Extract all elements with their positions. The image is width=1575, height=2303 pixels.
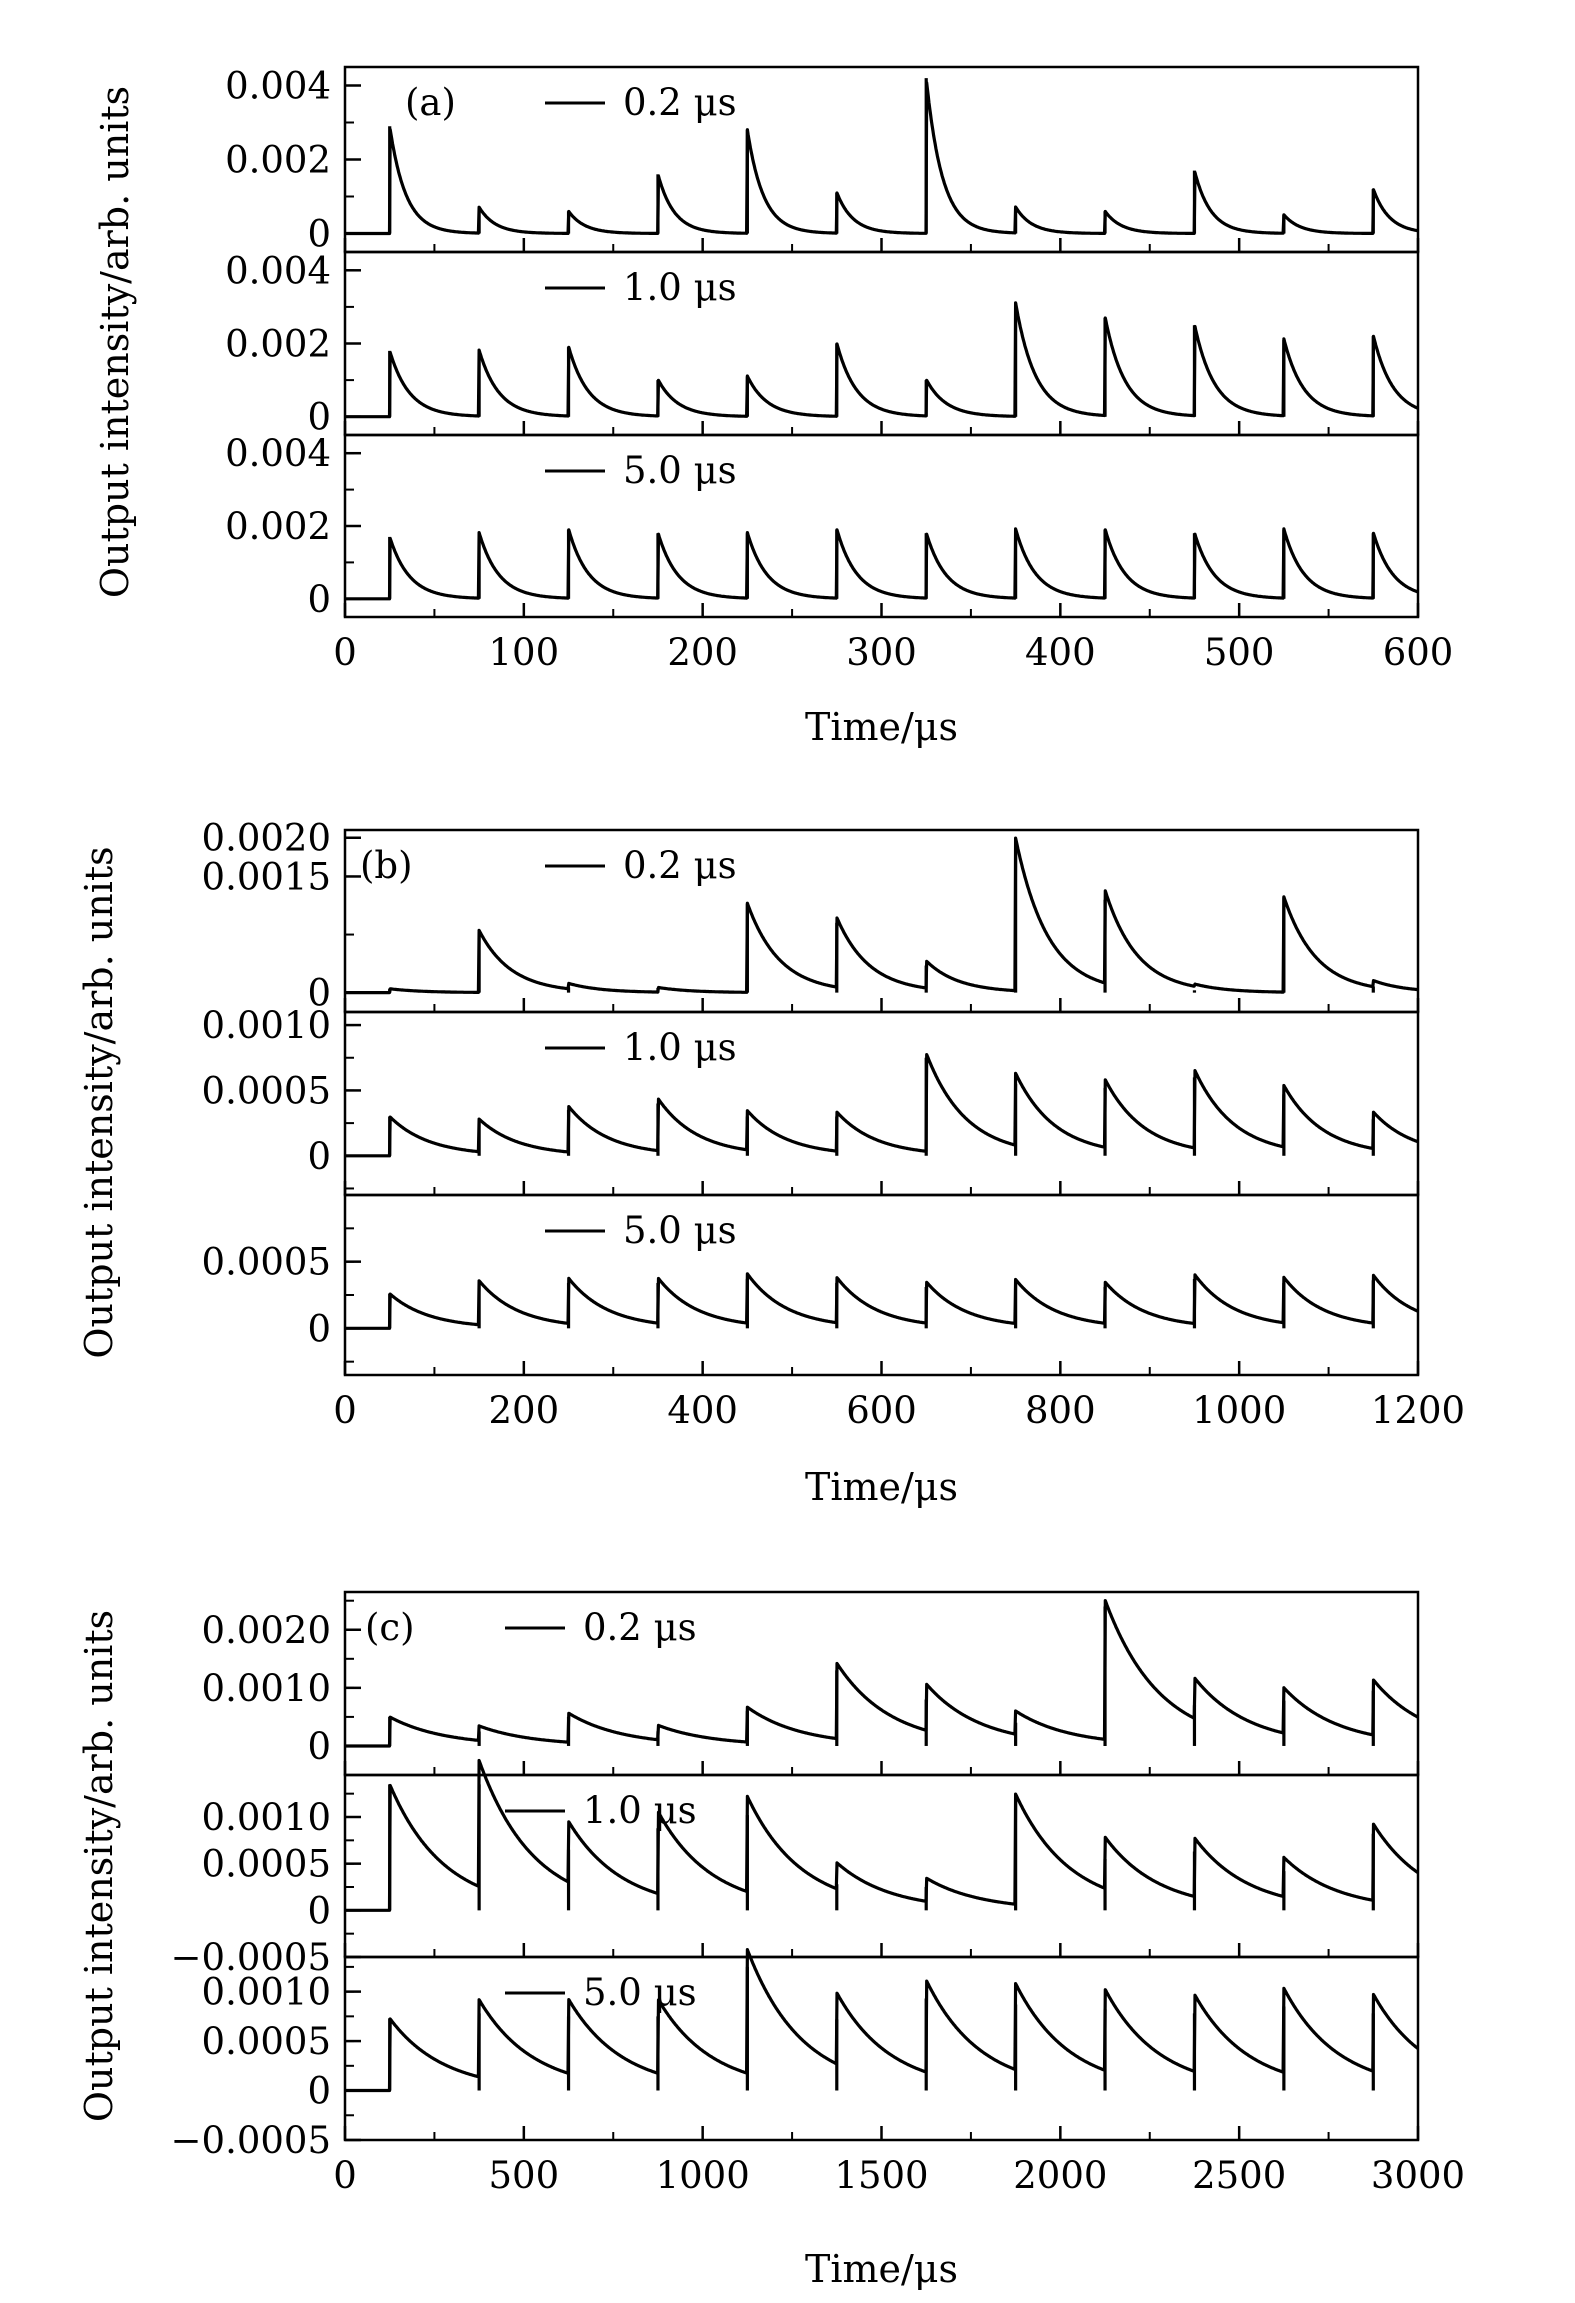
y-tick-label: 0 <box>307 396 331 439</box>
panel-label: (c) <box>365 1606 415 1649</box>
y-tick-label: 0 <box>307 1135 331 1178</box>
legend-label: 1.0 μs <box>583 1789 697 1832</box>
legend-label: 0.2 μs <box>623 844 737 887</box>
x-tick-label: 500 <box>489 2154 560 2197</box>
y-tick-label: 0.0010 <box>202 1004 331 1047</box>
x-tick-label: 400 <box>667 1389 738 1432</box>
y-tick-label: 0 <box>307 213 331 256</box>
x-tick-label: 600 <box>1383 631 1454 674</box>
y-tick-label: 0 <box>307 578 331 621</box>
y-axis-title: Output intensity/arb. units <box>77 846 121 1358</box>
x-tick-label: 200 <box>667 631 738 674</box>
y-tick-label: 0.0020 <box>202 817 331 860</box>
series-line-2 <box>344 301 1419 419</box>
panel-label: (b) <box>360 844 413 887</box>
y-tick-label: 0.004 <box>225 65 331 108</box>
legend-label: 1.0 μs <box>623 266 737 309</box>
x-tick-label: 0 <box>333 1389 357 1432</box>
y-tick-label: 0.0015 <box>202 855 331 898</box>
x-tick-label: 2500 <box>1192 2154 1286 2197</box>
subplot-frame <box>343 1590 1420 1777</box>
y-tick-label: −0.0005 <box>171 1936 331 1979</box>
y-tick-label: 0.0010 <box>202 1971 331 2014</box>
subplot-a-2: 0 0.002 0.004 1.0 μs <box>225 249 1420 439</box>
y-tick-label: 0 <box>307 972 331 1015</box>
subplot-c-3: −0.0005 0 0.0005 0.0010 5.0 μs <box>171 1948 1420 2162</box>
x-tick-label: 200 <box>489 1389 560 1432</box>
y-axis-title: Output intensity/arb. units <box>77 1610 121 2122</box>
x-tick-label: 600 <box>846 1389 917 1432</box>
chart-a: 00.0020.004 0.2 μs(a)00.0020.004 1.0 μs00.… <box>93 65 1453 750</box>
x-tick-label: 0 <box>333 2154 357 2197</box>
y-tick-label: 0 <box>307 1725 331 1768</box>
y-tick-label: 0 <box>307 2070 331 2113</box>
subplot-frame <box>343 433 1420 619</box>
subplot-c-1: 0 0.0010 0.0020 0.2 μs (c) <box>202 1590 1420 1777</box>
legend-label: 5.0 μs <box>623 1209 737 1252</box>
y-tick-label: 0.002 <box>225 139 331 182</box>
series-line-3 <box>344 527 1419 601</box>
series-line-2 <box>344 1758 1419 1912</box>
x-tick-label: 100 <box>489 631 560 674</box>
x-tick-label: 1000 <box>656 2154 750 2197</box>
legend-label: 1.0 μs <box>623 1026 737 1069</box>
x-axis-title: Time/μs <box>805 705 958 749</box>
x-tick-label: 1500 <box>834 2154 928 2197</box>
series-line-1 <box>344 836 1419 995</box>
series-line-3 <box>344 1948 1419 2093</box>
series-line-3 <box>344 1272 1419 1330</box>
y-tick-label: 0.0010 <box>202 1667 331 1710</box>
y-tick-label: 0.0005 <box>202 1069 331 1112</box>
x-tick-label: 500 <box>1204 631 1275 674</box>
legend-label: 0.2 μs <box>623 81 737 124</box>
panel-label: (a) <box>405 81 456 124</box>
y-tick-label: 0.0020 <box>202 1609 331 1652</box>
y-tick-label: 0 <box>307 1889 331 1932</box>
subplot-a-1: 0 0.002 0.004 0.2 μs (a) <box>225 65 1420 256</box>
x-tick-label: 400 <box>1025 631 1096 674</box>
x-axis-title: Time/μs <box>805 1465 958 1509</box>
legend-label: 5.0 μs <box>583 1971 697 2014</box>
x-tick-label: 1000 <box>1192 1389 1286 1432</box>
subplot-frame <box>343 1193 1420 1377</box>
legend-label: 0.2 μs <box>583 1606 697 1649</box>
legend-label: 5.0 μs <box>623 449 737 492</box>
y-tick-label: 0 <box>307 1307 331 1350</box>
subplot-frame <box>343 1010 1420 1197</box>
x-tick-label: 300 <box>846 631 917 674</box>
subplot-a-3: 0 0.002 0.004 5.0 μs <box>225 432 1420 621</box>
y-tick-label: 0.004 <box>225 249 331 292</box>
x-tick-label: 3000 <box>1371 2154 1465 2197</box>
y-tick-label: 0.0005 <box>202 1843 331 1886</box>
subplot-frame <box>343 828 1420 1014</box>
series-line-2 <box>344 1053 1419 1158</box>
subplot-b-3: 0 0.0005 5.0 μs <box>202 1193 1420 1377</box>
y-tick-label: 0.004 <box>225 432 331 475</box>
subplot-frame <box>343 65 1420 254</box>
x-tick-label: 2000 <box>1013 2154 1107 2197</box>
subplot-frame <box>343 1773 1420 1959</box>
y-tick-label: −0.0005 <box>171 2119 331 2162</box>
x-tick-label: 0 <box>333 631 357 674</box>
y-tick-label: 0.002 <box>225 323 331 366</box>
y-tick-label: 0.0005 <box>202 1241 331 1284</box>
x-tick-label: 800 <box>1025 1389 1096 1432</box>
y-tick-label: 0.002 <box>225 505 331 548</box>
series-line-1 <box>344 1599 1419 1748</box>
x-tick-label: 1200 <box>1371 1389 1465 1432</box>
subplot-b-2: 0 0.0005 0.0010 1.0 μs <box>202 1004 1420 1197</box>
x-axis-title: Time/μs <box>805 2247 958 2291</box>
y-axis-title: Output intensity/arb. units <box>93 86 137 598</box>
series-line-1 <box>344 81 1419 236</box>
y-tick-label: 0.0005 <box>202 2020 331 2063</box>
y-tick-label: 0.0010 <box>202 1796 331 1839</box>
